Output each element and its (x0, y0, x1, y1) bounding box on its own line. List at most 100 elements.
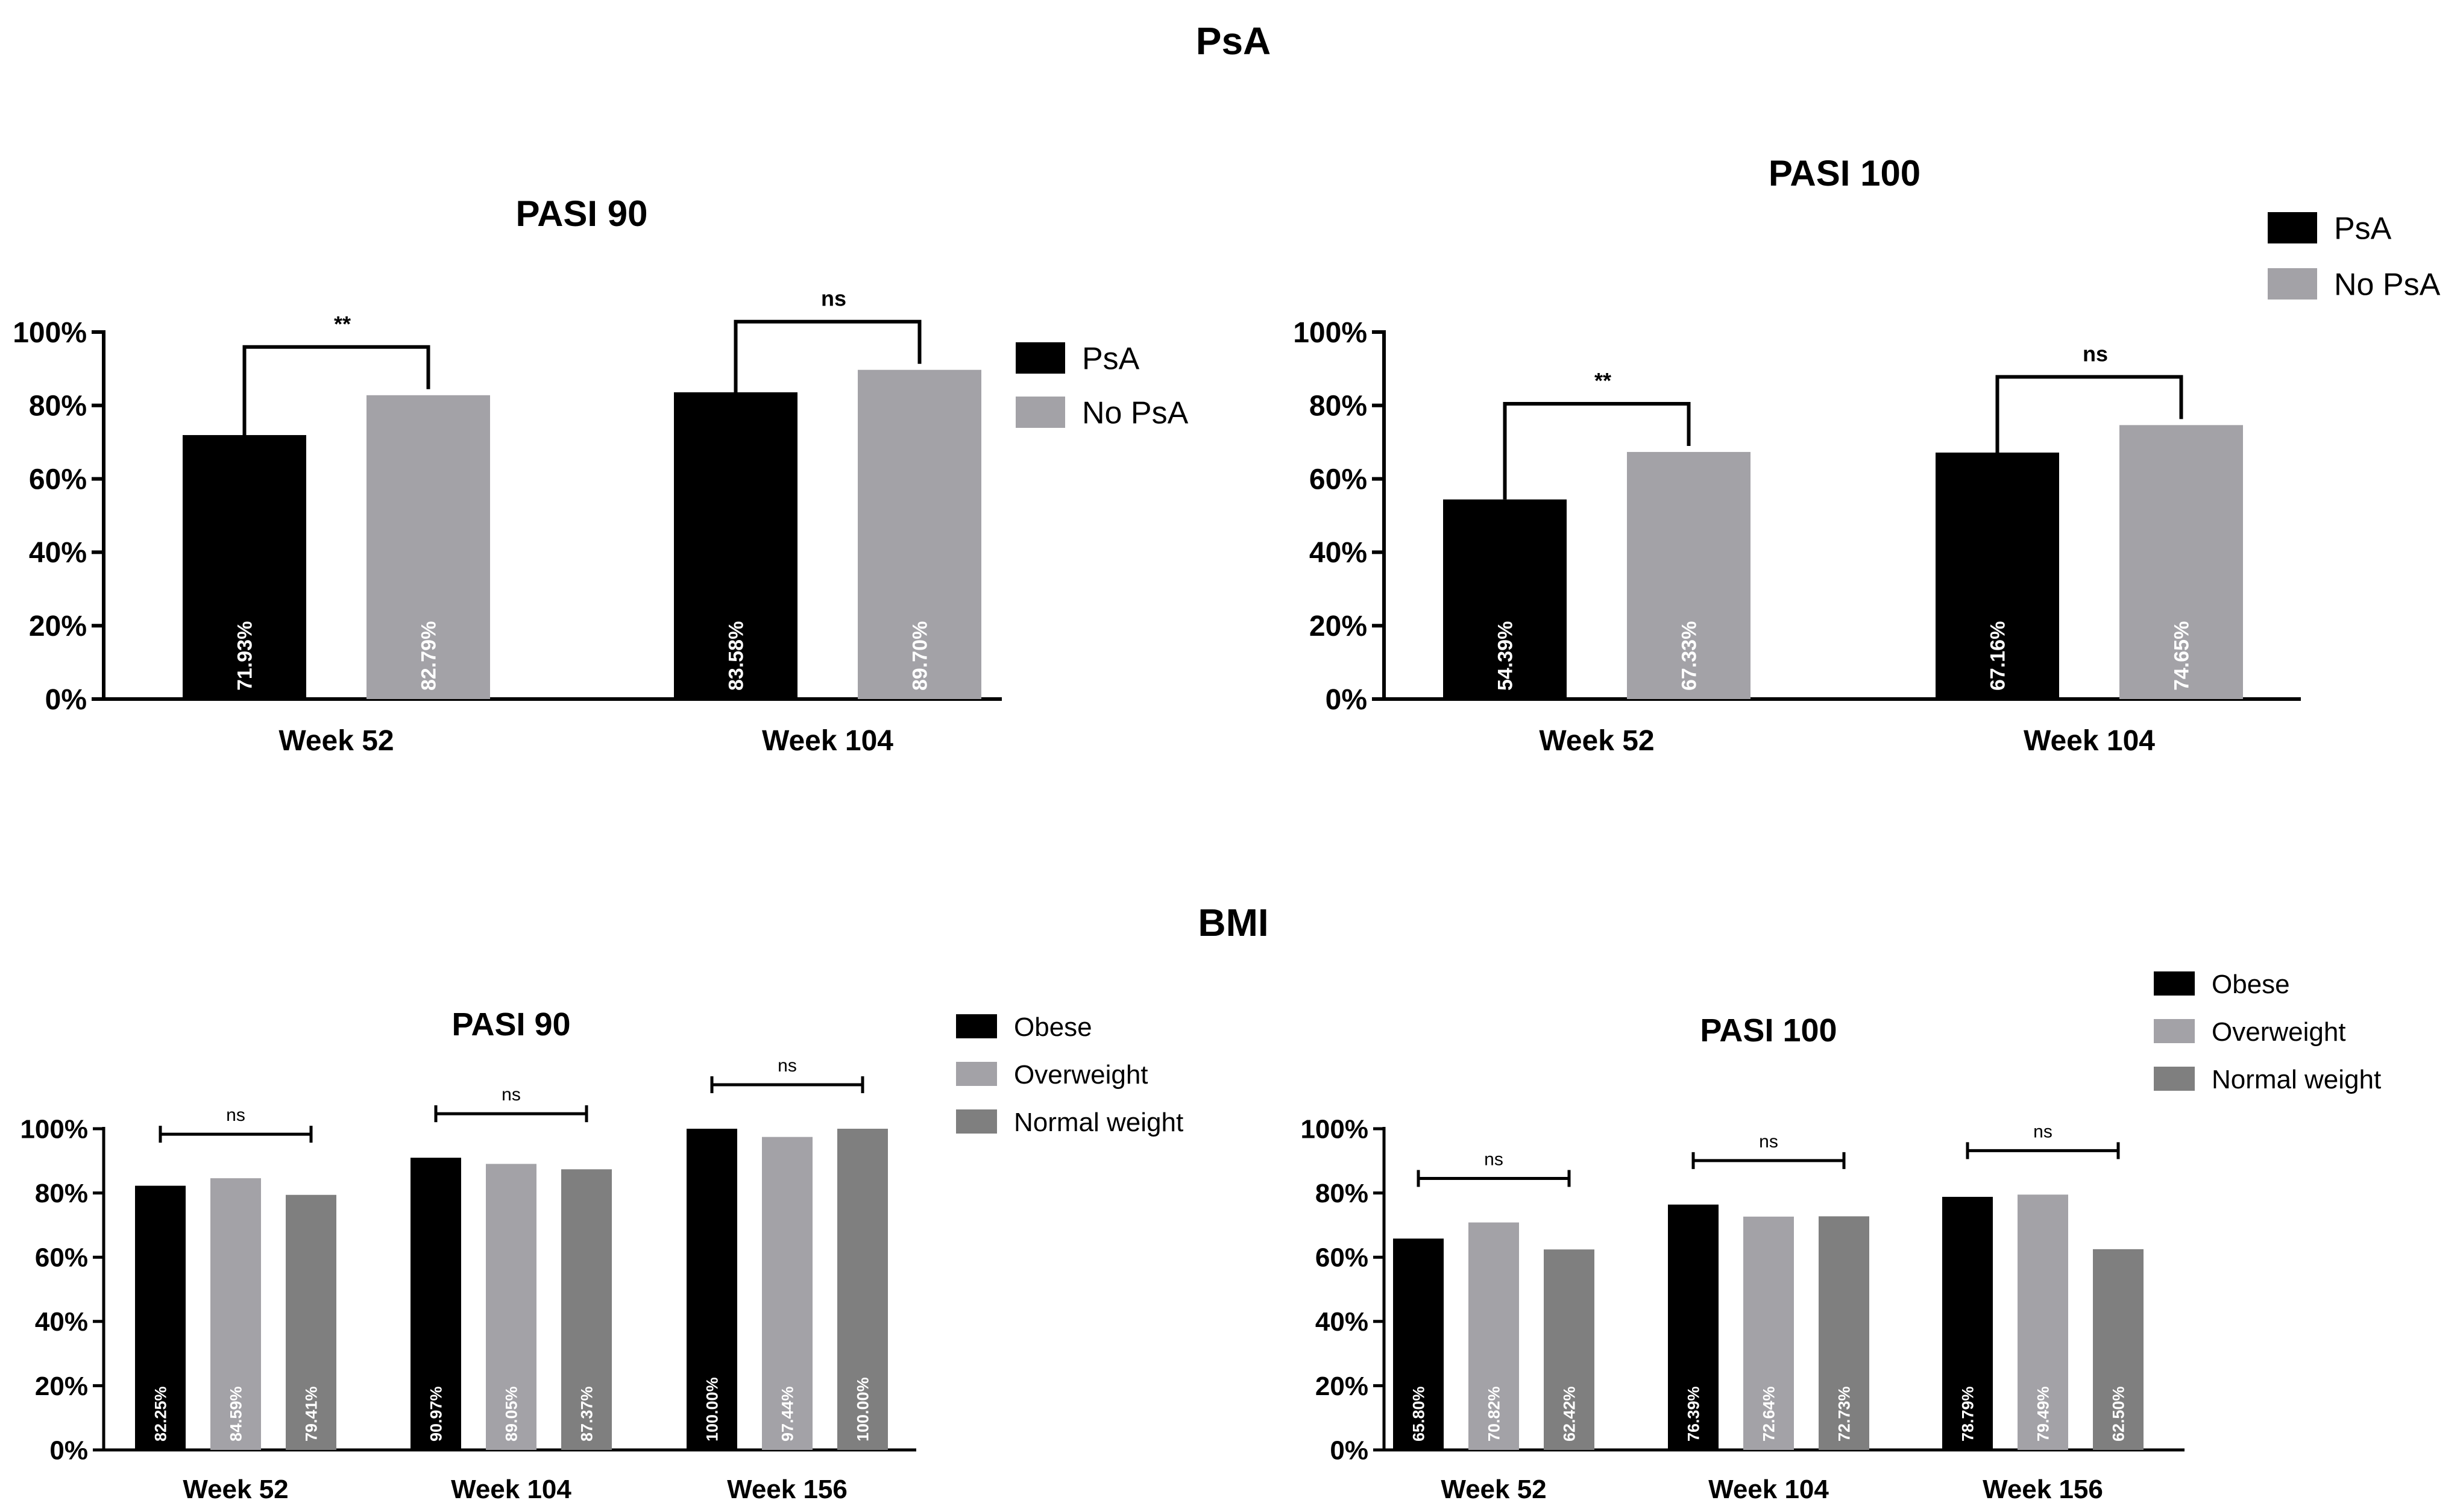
significance-label: ns (2083, 341, 2108, 366)
bar-value-label: 78.79% (1958, 1386, 1977, 1441)
y-tick-label: 40% (1315, 1307, 1368, 1337)
x-category-label: Week 52 (1539, 725, 1654, 757)
significance-label: ns (2033, 1121, 2052, 1141)
significance-bracket (1966, 1142, 2120, 1159)
y-tick-label: 100% (13, 317, 87, 349)
x-category-label: Week 104 (762, 725, 893, 757)
legend-swatch (1016, 397, 1065, 428)
significance-label: ** (334, 312, 351, 336)
y-tick-label: 20% (29, 610, 87, 642)
x-category-label: Week 52 (183, 1475, 288, 1504)
y-tick-label: 100% (20, 1114, 88, 1144)
bar (183, 434, 306, 699)
bar (674, 392, 797, 699)
significance-bracket (710, 1076, 864, 1093)
bar-value-label: 89.05% (502, 1386, 520, 1441)
charts-group: PASI 90 0% 20% 40% 60% 80% 100% 71.93% 82.79% Wee… (13, 153, 2440, 1504)
legend-label: Obese (1014, 1012, 1092, 1042)
legend-label: PsA (1082, 342, 1140, 377)
significance-label: ns (1484, 1150, 1503, 1170)
bar (1668, 1204, 1719, 1450)
bar-value-label: 90.97% (427, 1386, 445, 1441)
legend-label: No PsA (1082, 396, 1189, 431)
x-category-label: Week 104 (1708, 1475, 1829, 1504)
bar (1819, 1216, 1869, 1450)
bar (286, 1194, 336, 1450)
chart-2: PASI 90 0% 20% 40% 60% 80% 100% 82.25% 84.59% 79.… (20, 1006, 1183, 1504)
bar-value-label: 79.41% (302, 1386, 320, 1441)
legend-label: Overweight (2212, 1017, 2346, 1047)
bar-value-label: 82.79% (417, 621, 440, 691)
bar (1443, 499, 1567, 699)
bar (135, 1185, 186, 1450)
y-tick-label: 100% (1293, 317, 1367, 349)
legend-swatch (956, 1014, 997, 1038)
y-tick-label: 0% (1330, 1435, 1368, 1465)
bar-value-label: 65.80% (1409, 1386, 1427, 1441)
legend-label: No PsA (2334, 268, 2441, 303)
bar (1942, 1197, 1993, 1450)
y-tick-label: 40% (1309, 537, 1367, 569)
bar (366, 395, 490, 699)
bar-value-label: 82.25% (151, 1386, 169, 1441)
y-tick-label: 20% (1309, 610, 1367, 642)
y-tick-label: 40% (35, 1307, 88, 1337)
bar (1627, 451, 1751, 699)
bar-value-label: 84.59% (227, 1386, 245, 1441)
bar-value-label: 72.64% (1760, 1386, 1778, 1441)
bar (410, 1158, 461, 1450)
bar (2093, 1249, 2144, 1450)
legend-swatch (2268, 212, 2317, 243)
bar (858, 369, 981, 699)
y-tick-label: 60% (1309, 463, 1367, 495)
significance-label: ns (821, 286, 846, 311)
y-tick-label: 80% (1309, 391, 1367, 422)
bar-value-label: 67.33% (1678, 621, 1700, 691)
bar (837, 1129, 888, 1450)
bar-value-label: 70.82% (1485, 1386, 1503, 1441)
bar-value-label: 74.65% (2170, 621, 2193, 691)
significance-label: ns (1759, 1132, 1778, 1152)
bar (2018, 1194, 2068, 1450)
legend-label: Normal weight (1014, 1108, 1183, 1137)
y-tick-label: 60% (35, 1243, 88, 1273)
x-category-label: Week 104 (451, 1475, 571, 1504)
bar (1743, 1216, 1794, 1450)
section-title-psa: PsA (1196, 19, 1271, 63)
bar (1468, 1222, 1519, 1450)
significance-bracket (734, 319, 922, 392)
significance-bracket (242, 345, 430, 435)
chart-title: PASI 90 (516, 193, 648, 234)
significance-bracket (1503, 401, 1691, 500)
bar-value-label: 83.58% (725, 621, 747, 691)
bar-value-label: 62.50% (2109, 1386, 2127, 1441)
x-category-label: Week 52 (1441, 1475, 1546, 1504)
bar-value-label: 76.39% (1684, 1386, 1702, 1441)
significance-label: ns (778, 1056, 797, 1076)
y-tick-label: 20% (35, 1372, 88, 1401)
y-tick-label: 60% (29, 463, 87, 495)
bar (1936, 452, 2059, 699)
bar (687, 1129, 737, 1450)
bar-value-label: 71.93% (233, 621, 256, 691)
bar (1544, 1249, 1594, 1450)
chart-1: PASI 100 0% 20% 40% 60% 80% 100% 54.39% 67.33% We… (1293, 153, 2440, 757)
legend-swatch (2154, 1019, 2195, 1043)
significance-bracket (1691, 1152, 1846, 1169)
y-tick-label: 80% (35, 1179, 88, 1208)
bar (210, 1178, 261, 1450)
bar (2119, 425, 2243, 699)
legend-swatch (956, 1062, 997, 1086)
bar (762, 1137, 813, 1450)
significance-label: ** (1594, 368, 1611, 393)
bar-value-label: 97.44% (778, 1386, 796, 1441)
bar (486, 1164, 536, 1450)
legend-swatch (1016, 342, 1065, 374)
legend-label: Obese (2212, 970, 2290, 999)
legend-swatch (2154, 971, 2195, 996)
legend-swatch (2268, 268, 2317, 300)
bar-value-label: 87.37% (577, 1386, 596, 1441)
bar-value-label: 100.00% (854, 1377, 872, 1441)
y-tick-label: 0% (1326, 684, 1367, 716)
y-tick-label: 60% (1315, 1243, 1368, 1273)
